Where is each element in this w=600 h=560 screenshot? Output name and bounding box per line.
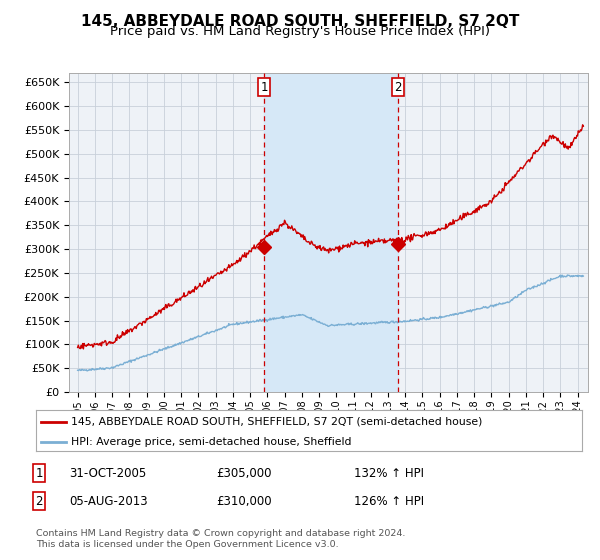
Text: HPI: Average price, semi-detached house, Sheffield: HPI: Average price, semi-detached house,… (71, 437, 352, 447)
Text: 132% ↑ HPI: 132% ↑ HPI (354, 466, 424, 480)
Text: Price paid vs. HM Land Registry's House Price Index (HPI): Price paid vs. HM Land Registry's House … (110, 25, 490, 38)
Text: 05-AUG-2013: 05-AUG-2013 (69, 494, 148, 508)
Text: 2: 2 (35, 494, 43, 508)
Text: 145, ABBEYDALE ROAD SOUTH, SHEFFIELD, S7 2QT (semi-detached house): 145, ABBEYDALE ROAD SOUTH, SHEFFIELD, S7… (71, 417, 483, 427)
Text: 1: 1 (260, 81, 268, 94)
Bar (265, 73, 398, 392)
Text: £310,000: £310,000 (216, 494, 272, 508)
Text: Contains HM Land Registry data © Crown copyright and database right 2024.
This d: Contains HM Land Registry data © Crown c… (36, 529, 406, 549)
Text: 145, ABBEYDALE ROAD SOUTH, SHEFFIELD, S7 2QT: 145, ABBEYDALE ROAD SOUTH, SHEFFIELD, S7… (81, 14, 519, 29)
Text: £305,000: £305,000 (216, 466, 271, 480)
Text: 2: 2 (394, 81, 402, 94)
Text: 31-OCT-2005: 31-OCT-2005 (69, 466, 146, 480)
Text: 126% ↑ HPI: 126% ↑ HPI (354, 494, 424, 508)
Text: 1: 1 (35, 466, 43, 480)
